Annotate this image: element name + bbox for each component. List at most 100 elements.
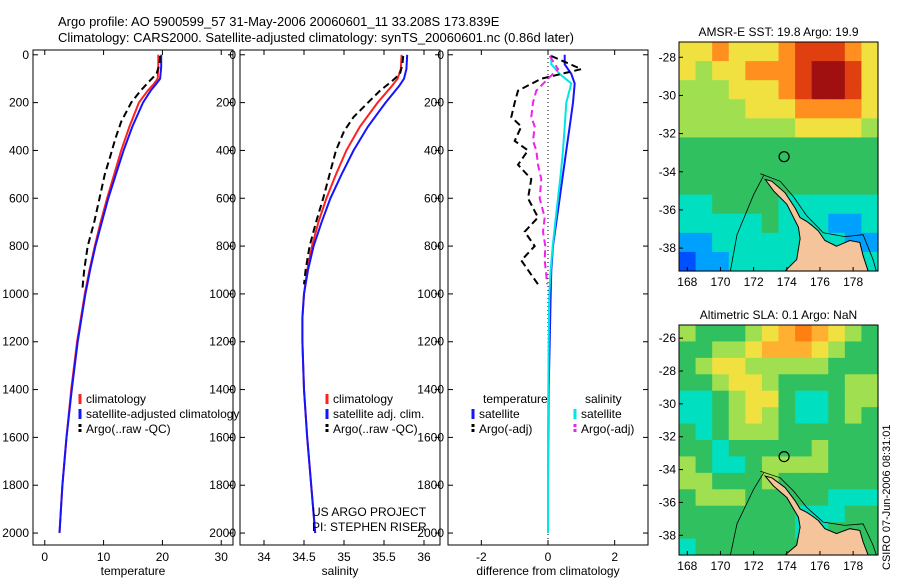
sst-map-depth-contour [760, 173, 877, 272]
salinity-xtick-label: 35.5 [372, 550, 396, 564]
sla-map-cell [712, 456, 730, 474]
sla-map-cell [811, 489, 829, 507]
salinity-legend-entry-label: Argo(..raw -QC) [333, 422, 418, 436]
sla-map-cell [695, 390, 713, 408]
sla-map-xtick-label: 172 [744, 559, 764, 573]
sst-map-cell [811, 118, 829, 139]
sla-map-ytick-label: -26 [659, 331, 677, 345]
sst-map-cell [712, 99, 730, 119]
sst-map-cell [679, 99, 697, 119]
sst-map-cell [728, 118, 746, 139]
difference-legend-entry-label: satellite [479, 407, 520, 421]
sla-map-cell [695, 472, 713, 490]
sla-map-cell [745, 325, 763, 343]
sla-map-depth-contour [760, 470, 877, 556]
salinity-annotation-project: US ARGO PROJECT [312, 505, 427, 519]
sst-map-cell [728, 175, 746, 196]
sst-map-cell [778, 137, 796, 158]
sst-map-cell [778, 156, 796, 177]
sla-map-cell [844, 407, 863, 425]
sla-map-cell [795, 440, 813, 458]
sla-map-cell [679, 407, 697, 425]
sst-map-cell [795, 61, 813, 81]
sla-map-cell [828, 390, 846, 408]
sla-map-cell [844, 489, 863, 507]
sst-map-cell [728, 61, 746, 81]
difference-ytick-label: 600 [424, 191, 444, 205]
sla-map-cell [828, 489, 846, 507]
sst-map-ytick-label: -32 [659, 127, 677, 141]
sla-map-cell [679, 440, 697, 458]
temperature-axes-box [32, 49, 234, 546]
sla-map-cell [712, 472, 730, 490]
difference-legend-title-salinity: salinity [585, 392, 622, 406]
sst-map-cell [728, 99, 746, 119]
sla-map-ytick-label: -34 [659, 463, 677, 477]
sst-map-cell [728, 42, 746, 62]
sst-map-cell [828, 61, 846, 81]
temperature-ytick-label: 1000 [2, 287, 29, 301]
sst-map-cell [695, 99, 713, 119]
sla-map-cell [795, 341, 813, 359]
salinity-xlabel: salinity [322, 564, 359, 578]
salinity-ytick-label: 1600 [209, 430, 236, 444]
sla-map-cell [745, 456, 763, 474]
sla-map-cell [712, 489, 730, 507]
temperature-ytick-label: 600 [9, 191, 29, 205]
figure-title-line1: Argo profile: AO 5900599_57 31-May-2006 … [58, 14, 500, 29]
sst-map-cell [828, 80, 846, 100]
sst-map-cell [679, 118, 697, 139]
difference-legend-entry-label: Argo(-adj) [581, 422, 634, 436]
sla-map-cell [811, 357, 829, 375]
sst-map-cell [795, 118, 813, 139]
sst-map-cell [761, 99, 780, 119]
salinity-ytick-label: 2000 [209, 526, 236, 540]
sst-map-cell [728, 156, 746, 177]
sst-map-cell [861, 42, 879, 62]
sla-map-cell [828, 325, 846, 343]
sla-map-cell [828, 505, 846, 523]
sla-map-cell [861, 505, 879, 523]
sst-map-xtick-label: 172 [744, 275, 764, 289]
sla-map-cell [728, 341, 746, 359]
sst-map-cell [695, 137, 713, 158]
sla-map-cell [811, 407, 829, 425]
sla-map-cell [811, 456, 829, 474]
sla-map-ytick-label: -32 [659, 430, 677, 444]
sst-map-float-marker [778, 151, 790, 163]
sla-map-cell [712, 325, 730, 343]
sla-map-cell [745, 472, 763, 490]
temperature-legend-entry-label: satellite-adjusted climatology [86, 407, 239, 421]
sst-map-cell [712, 175, 730, 196]
sst-map-cell [695, 175, 713, 196]
sla-map-cell [745, 390, 763, 408]
sst-map-cell [728, 194, 746, 215]
sst-map-ytick-label: -28 [659, 50, 677, 64]
sla-map-cell [844, 440, 863, 458]
sst-map-cell [695, 213, 713, 234]
temperature-ytick-label: 0 [22, 48, 29, 62]
sla-map-cell [778, 456, 796, 474]
sla-map-cell [728, 390, 746, 408]
sst-map-cell [828, 137, 846, 158]
sla-map-cell [828, 407, 846, 425]
sla-map-cell [712, 390, 730, 408]
sla-map-xtick-label: 168 [677, 559, 697, 573]
sla-map-cell [811, 472, 829, 490]
sla-map-cell [679, 472, 697, 490]
sst-map-cell [745, 80, 763, 100]
sla-map-cell [861, 489, 879, 507]
sla-map-cell [679, 522, 697, 540]
sst-map-cell [761, 194, 780, 215]
sla-map-cell [679, 489, 697, 507]
sla-map-cell [761, 374, 780, 392]
sla-map-cell [795, 472, 813, 490]
sst-map-cell [828, 213, 846, 234]
sla-map-cell [844, 357, 863, 375]
sst-map-cell [844, 156, 863, 177]
difference-ytick-label: 1000 [417, 287, 444, 301]
temperature-xtick-label: 20 [156, 550, 170, 564]
sla-map-cell [728, 374, 746, 392]
difference-series-line [510, 55, 585, 285]
